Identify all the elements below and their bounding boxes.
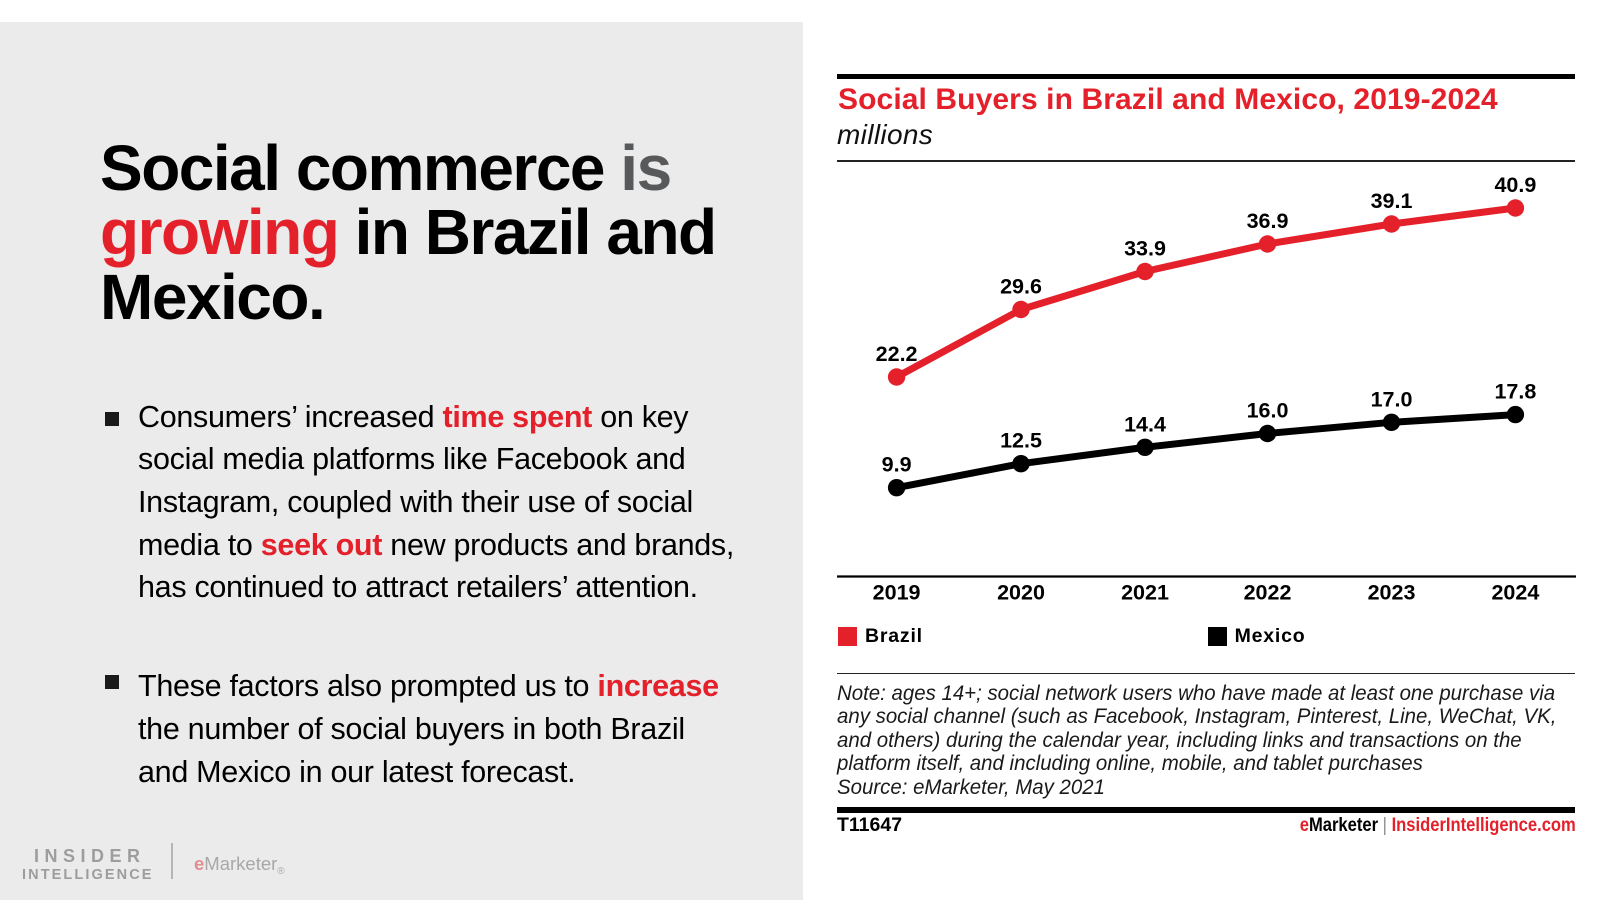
- svg-text:33.9: 33.9: [1124, 237, 1166, 261]
- svg-text:22.2: 22.2: [876, 342, 918, 366]
- svg-text:39.1: 39.1: [1371, 189, 1413, 213]
- svg-text:2024: 2024: [1491, 581, 1539, 605]
- svg-text:16.0: 16.0: [1247, 399, 1289, 423]
- svg-text:2022: 2022: [1244, 581, 1292, 605]
- svg-text:9.9: 9.9: [882, 453, 912, 477]
- svg-text:2019: 2019: [873, 581, 921, 605]
- svg-text:12.5: 12.5: [1000, 429, 1042, 453]
- svg-text:2023: 2023: [1368, 581, 1416, 605]
- svg-text:2021: 2021: [1121, 581, 1169, 605]
- svg-text:40.9: 40.9: [1494, 173, 1536, 197]
- svg-text:2020: 2020: [997, 581, 1045, 605]
- svg-text:29.6: 29.6: [1000, 275, 1042, 299]
- svg-text:17.8: 17.8: [1494, 380, 1536, 404]
- svg-text:14.4: 14.4: [1124, 412, 1166, 436]
- svg-text:17.0: 17.0: [1371, 387, 1413, 411]
- svg-text:36.9: 36.9: [1247, 209, 1289, 233]
